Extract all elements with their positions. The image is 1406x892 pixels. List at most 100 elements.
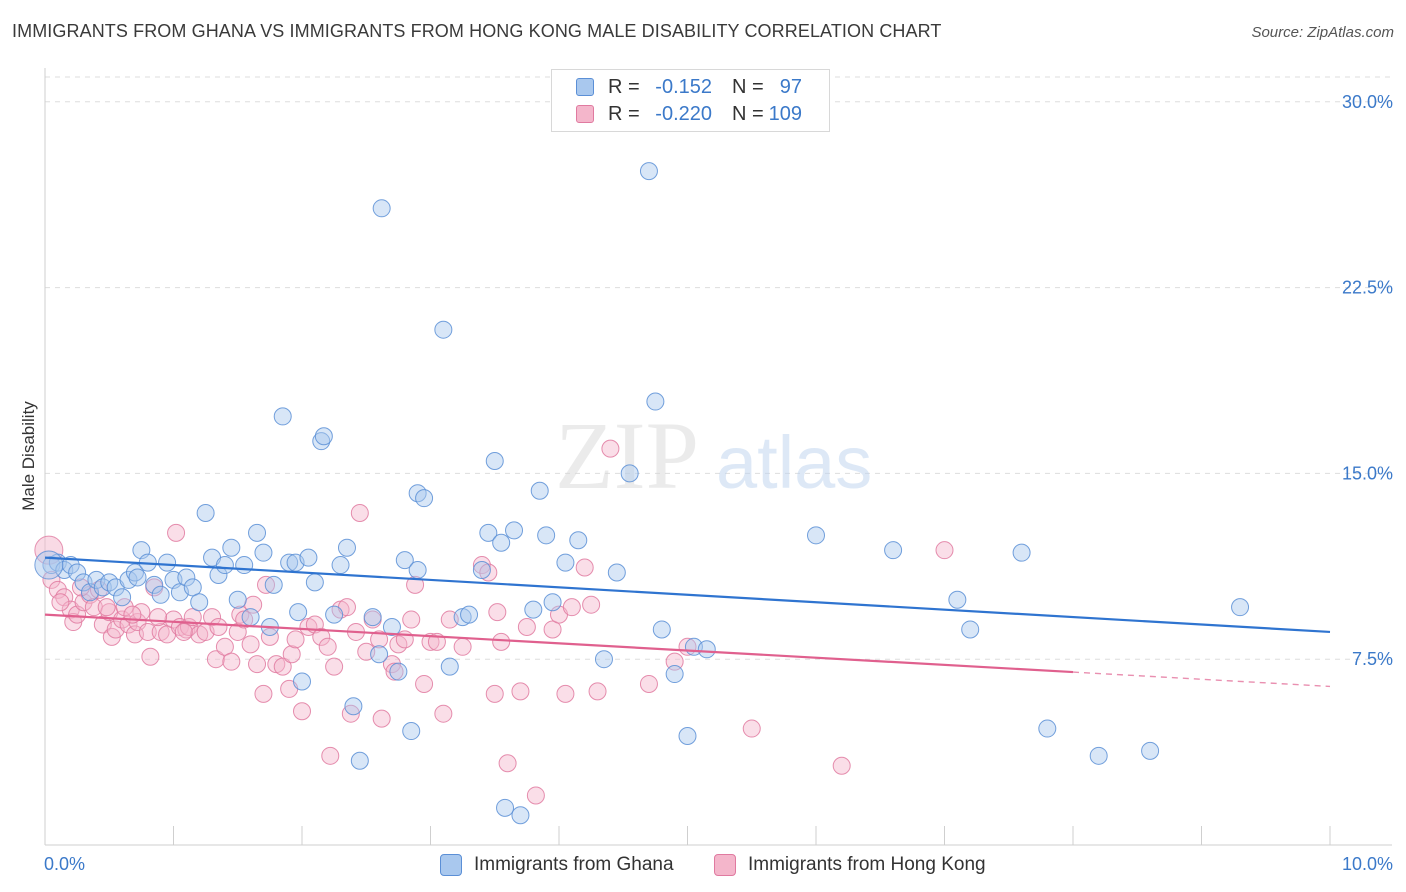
point-hong-kong bbox=[97, 598, 116, 617]
point-hong-kong bbox=[543, 620, 562, 639]
point-ghana bbox=[325, 605, 344, 624]
point-ghana bbox=[151, 585, 170, 604]
legend-row-hong-kong: R = -0.220 N = 109 bbox=[576, 102, 802, 126]
point-ghana bbox=[363, 608, 382, 627]
point-hong-kong bbox=[406, 575, 425, 594]
point-hong-kong bbox=[341, 704, 360, 723]
point-hong-kong bbox=[562, 598, 581, 617]
point-hong-kong bbox=[74, 593, 93, 612]
point-hong-kong bbox=[141, 647, 160, 666]
point-hong-kong bbox=[203, 608, 222, 627]
point-hong-kong bbox=[248, 655, 267, 674]
point-ghana bbox=[537, 526, 556, 545]
point-ghana bbox=[209, 565, 228, 584]
point-ghana bbox=[264, 575, 283, 594]
point-hong-kong bbox=[241, 635, 260, 654]
point-ghana bbox=[1089, 746, 1108, 765]
trend-line-hong-kong-extension bbox=[1072, 671, 1331, 688]
point-hong-kong bbox=[601, 439, 620, 458]
trend-lines bbox=[44, 556, 1331, 688]
point-hong-kong bbox=[415, 674, 434, 693]
point-ghana bbox=[402, 722, 421, 741]
y-tick-label: 15.0% bbox=[1342, 463, 1393, 483]
point-ghana bbox=[196, 504, 215, 523]
point-hong-kong bbox=[372, 709, 391, 728]
watermark-zip: ZIP bbox=[555, 402, 699, 509]
point-hong-kong bbox=[472, 556, 491, 575]
point-ghana bbox=[678, 726, 697, 745]
point-hong-kong bbox=[556, 684, 575, 703]
point-hong-kong bbox=[321, 746, 340, 765]
point-hong-kong bbox=[742, 719, 761, 738]
point-hong-kong bbox=[517, 617, 536, 636]
point-ghana bbox=[248, 523, 267, 542]
legend-swatch-ghana bbox=[576, 78, 594, 96]
point-ghana bbox=[530, 481, 549, 500]
point-ghana bbox=[440, 657, 459, 676]
point-hong-kong bbox=[382, 655, 401, 674]
point-hong-kong bbox=[385, 662, 404, 681]
point-ghana bbox=[183, 578, 202, 597]
point-hong-kong bbox=[206, 650, 225, 669]
legend-n-value: 97 bbox=[779, 75, 802, 98]
chart-title: IMMIGRANTS FROM GHANA VS IMMIGRANTS FROM… bbox=[12, 21, 942, 41]
point-hong-kong bbox=[71, 578, 90, 597]
point-ghana bbox=[68, 563, 87, 582]
point-ghana bbox=[382, 617, 401, 636]
point-hong-kong bbox=[488, 603, 507, 622]
point-hong-kong bbox=[350, 504, 369, 523]
point-hong-kong bbox=[434, 704, 453, 723]
point-ghana bbox=[460, 605, 479, 624]
point-ghana bbox=[228, 590, 247, 609]
watermark-atlas: atlas bbox=[716, 421, 872, 504]
bottom-legend-ghana: Immigrants from Ghana bbox=[440, 852, 674, 878]
point-ghana bbox=[350, 751, 369, 770]
point-ghana bbox=[1231, 598, 1250, 617]
point-hong-kong bbox=[183, 608, 202, 627]
point-hong-kong bbox=[370, 630, 389, 649]
point-ghana bbox=[222, 538, 241, 557]
point-ghana bbox=[620, 464, 639, 483]
y-tick-label: 7.5% bbox=[1352, 649, 1393, 669]
point-hong-kong bbox=[575, 558, 594, 577]
x-tick-label: 10.0% bbox=[1342, 854, 1393, 874]
point-ghana bbox=[215, 556, 234, 575]
point-hong-kong bbox=[485, 684, 504, 703]
point-hong-kong bbox=[588, 682, 607, 701]
point-ghana bbox=[34, 550, 64, 580]
point-hong-kong bbox=[453, 637, 472, 656]
point-hong-kong bbox=[51, 593, 70, 612]
point-ghana bbox=[372, 199, 391, 218]
point-hong-kong bbox=[639, 674, 658, 693]
point-hong-kong bbox=[498, 754, 517, 773]
y-tick-label: 22.5% bbox=[1342, 278, 1393, 298]
legend-row-ghana: R = -0.152 N = 97 bbox=[576, 75, 802, 99]
point-ghana bbox=[505, 521, 524, 540]
legend-r-value: -0.152 bbox=[655, 75, 712, 98]
point-ghana bbox=[569, 531, 588, 550]
point-ghana bbox=[524, 600, 543, 619]
point-ghana bbox=[235, 556, 254, 575]
point-ghana bbox=[961, 620, 980, 639]
point-hong-kong bbox=[935, 541, 954, 560]
point-ghana bbox=[273, 407, 292, 426]
point-hong-kong bbox=[260, 627, 279, 646]
point-ghana bbox=[607, 563, 626, 582]
point-ghana bbox=[145, 575, 164, 594]
point-ghana bbox=[639, 162, 658, 181]
point-ghana bbox=[948, 590, 967, 609]
point-hong-kong bbox=[325, 657, 344, 676]
y-axis-label: Male Disability bbox=[19, 401, 38, 511]
point-ghana bbox=[496, 798, 515, 817]
y-tick-label: 30.0% bbox=[1342, 92, 1393, 112]
tick-labels: 7.5% 15.0% 22.5% 30.0% 0.0% 10.0% bbox=[44, 92, 1393, 874]
point-ghana bbox=[697, 640, 716, 659]
point-ghana bbox=[289, 603, 308, 622]
point-hong-kong bbox=[215, 637, 234, 656]
point-ghana bbox=[254, 543, 273, 562]
point-hong-kong bbox=[149, 608, 168, 627]
point-ghana bbox=[312, 432, 331, 451]
point-ghana bbox=[807, 526, 825, 545]
point-ghana bbox=[128, 568, 147, 587]
